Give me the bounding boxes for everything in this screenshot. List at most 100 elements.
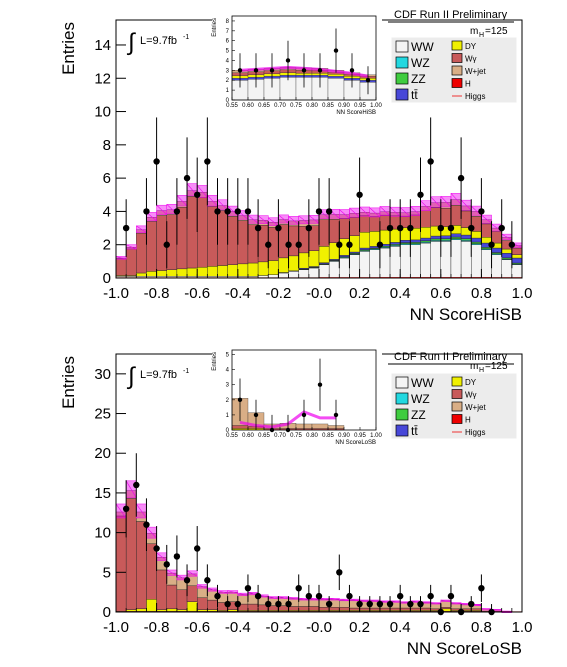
histogram-bar bbox=[328, 261, 340, 279]
data-point bbox=[204, 158, 211, 165]
x-tick-label: 0.8 bbox=[471, 619, 492, 636]
histogram-bar bbox=[501, 252, 513, 259]
inset-data-point bbox=[317, 382, 323, 387]
histogram-bar bbox=[237, 263, 249, 277]
legend-swatch bbox=[395, 88, 409, 101]
luminosity-label: ∫ L=9.7fb -1 bbox=[126, 29, 189, 56]
histogram-bar bbox=[196, 597, 208, 610]
histogram-bar bbox=[308, 267, 320, 279]
legend-label: ZZ bbox=[411, 408, 426, 422]
inset-y-axis-title: Entries bbox=[212, 18, 218, 37]
data-point bbox=[183, 577, 191, 584]
x-tick-label: 0.4 bbox=[390, 619, 411, 636]
histogram-bar bbox=[491, 254, 502, 279]
data-point bbox=[356, 191, 363, 198]
inset-x-tick-label: 0.75 bbox=[290, 103, 302, 109]
histogram-bar bbox=[227, 609, 238, 612]
histogram-bar bbox=[400, 240, 411, 243]
mass-subscript: H bbox=[479, 32, 484, 39]
band-hatch bbox=[430, 196, 442, 208]
inset-x-tick-label: 0.65 bbox=[258, 103, 270, 109]
histogram-bar bbox=[318, 246, 330, 263]
inset-y-tick-label: 0 bbox=[226, 428, 230, 434]
inset-y-tick-label: 5 bbox=[226, 49, 230, 55]
legend-label: tt̄ bbox=[411, 88, 418, 102]
stack-series-ww bbox=[115, 239, 523, 279]
band-hatch bbox=[369, 207, 381, 218]
x-axis-title: NN ScoreLoSB bbox=[407, 639, 522, 658]
stack-series-w bbox=[115, 196, 523, 276]
histogram-bar bbox=[207, 266, 218, 277]
inset-bar bbox=[279, 77, 297, 101]
legend-label: WZ bbox=[411, 392, 430, 406]
histogram-bar bbox=[308, 250, 320, 267]
data-point bbox=[457, 174, 465, 182]
histogram-bar bbox=[389, 242, 401, 245]
band-hatch bbox=[410, 206, 421, 216]
data-point bbox=[366, 600, 373, 608]
histogram-bar bbox=[501, 248, 513, 254]
data-point bbox=[173, 553, 181, 560]
legend-swatch bbox=[451, 65, 463, 76]
inset-y-tick-label: 7 bbox=[226, 29, 230, 35]
data-points bbox=[122, 117, 516, 269]
data-point bbox=[346, 592, 353, 600]
band-hatch bbox=[288, 597, 299, 600]
histogram-bar bbox=[420, 242, 431, 279]
x-tick-label: -0.2 bbox=[265, 619, 291, 636]
histogram-bar bbox=[471, 237, 482, 243]
data-point bbox=[163, 241, 170, 248]
lumi-superscript: -1 bbox=[183, 34, 189, 41]
legend-swatch bbox=[451, 376, 463, 387]
histogram-bar bbox=[410, 607, 421, 611]
band-hatch bbox=[227, 590, 238, 594]
data-point bbox=[325, 208, 333, 215]
histogram-bar bbox=[359, 232, 370, 249]
inset-bar bbox=[231, 425, 249, 429]
histogram-bar bbox=[450, 205, 462, 226]
data-point bbox=[427, 158, 434, 165]
integral-symbol: ∫ bbox=[126, 363, 136, 390]
y-axis-title: Entries bbox=[59, 356, 78, 409]
mass-symbol: m bbox=[470, 361, 478, 372]
legend-swatch bbox=[395, 424, 409, 437]
x-ticks: -1.0 -0.8 -0.6 -0.4 -0.2 -0.0 0.2 0.4 0.6 0.8 1.0 bbox=[103, 269, 532, 302]
stack-series-w bbox=[115, 498, 502, 613]
inset-bar bbox=[327, 78, 345, 101]
histogram-bar bbox=[136, 608, 147, 612]
x-ticks: -1.0 -0.8 -0.6 -0.4 -0.2 -0.0 0.2 0.4 0.6 0.8 1.0 bbox=[103, 603, 532, 636]
histogram-bar bbox=[430, 238, 441, 241]
data-point bbox=[194, 191, 201, 198]
inset-y-tick-label: 8 bbox=[226, 19, 230, 25]
histogram-bar bbox=[318, 219, 330, 247]
x-tick-label: 0.6 bbox=[430, 619, 451, 636]
histogram-bar bbox=[308, 606, 320, 611]
histogram-bar bbox=[339, 599, 350, 608]
histogram-bar bbox=[207, 206, 218, 267]
histogram-bar bbox=[146, 543, 157, 600]
data-points bbox=[122, 453, 495, 616]
histogram-bar bbox=[420, 227, 431, 239]
data-point bbox=[315, 592, 323, 600]
histogram-bar bbox=[328, 607, 340, 611]
inset-data-point bbox=[317, 68, 323, 73]
histogram-bar bbox=[186, 267, 198, 277]
histogram-bar bbox=[146, 271, 157, 277]
data-point bbox=[295, 241, 302, 248]
legend-label: Wγ bbox=[465, 55, 477, 64]
histogram-bar bbox=[318, 607, 330, 611]
x-tick-label: -0.4 bbox=[225, 619, 251, 636]
inset-y-tick-label: 3 bbox=[226, 68, 230, 74]
histogram-bar bbox=[156, 569, 167, 610]
band-hatch bbox=[379, 206, 391, 216]
histogram-bar bbox=[440, 600, 452, 608]
histogram-bar bbox=[369, 607, 381, 611]
histogram-bar bbox=[257, 261, 269, 276]
histogram-bar bbox=[430, 235, 441, 240]
banner-text: CDF Run II Preliminary bbox=[394, 9, 508, 21]
histogram-bar bbox=[328, 219, 340, 243]
histogram-bar bbox=[481, 249, 492, 279]
histogram-bar bbox=[460, 210, 472, 228]
data-point bbox=[427, 592, 434, 600]
